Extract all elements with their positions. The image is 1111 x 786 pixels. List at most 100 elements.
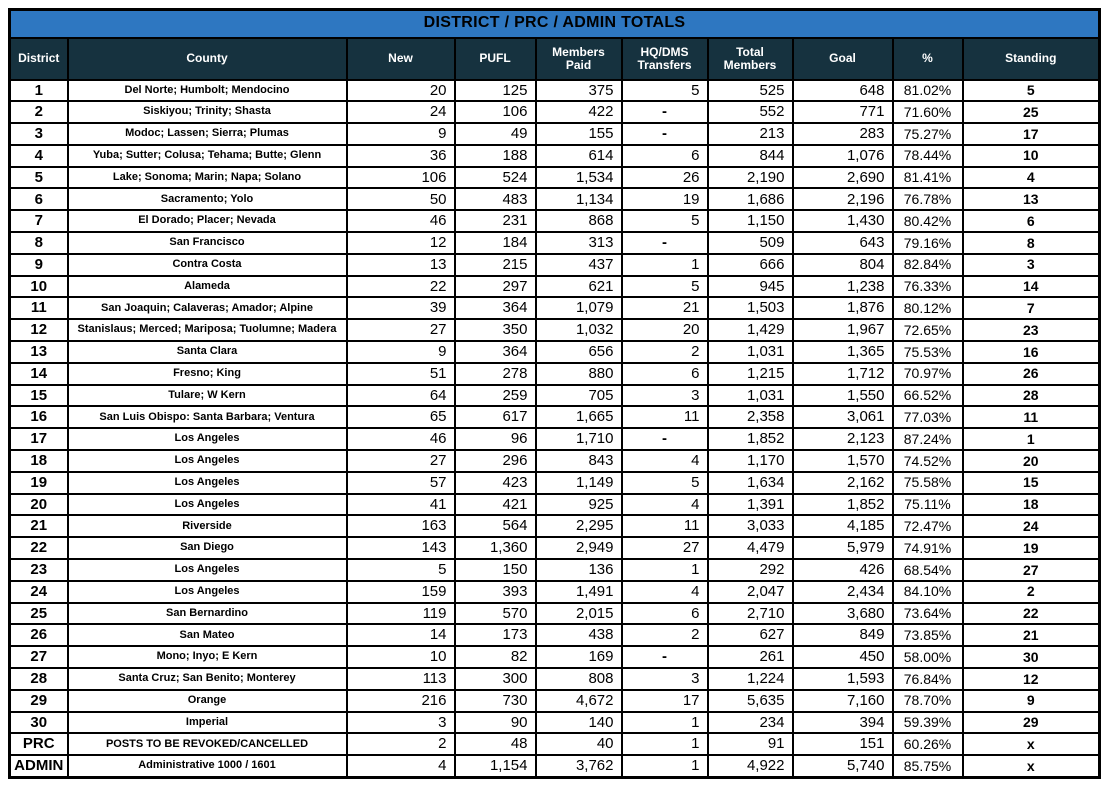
- standing-cell: x: [961, 732, 1101, 757]
- standing-cell: 22: [961, 601, 1101, 626]
- county-cell: Fresno; King: [66, 361, 348, 386]
- percent-cell: 75.11%: [891, 492, 964, 517]
- members-paid-cell: 808: [534, 667, 623, 691]
- goal-cell: 1,852: [791, 492, 894, 517]
- hq-dms-cell: -: [620, 645, 709, 670]
- goal-cell: 771: [791, 100, 894, 125]
- hq-dms-cell: 4: [620, 579, 709, 604]
- table-body: 1 Del Norte; Humbolt; Mendocino 20 125 3…: [8, 78, 1101, 778]
- standing-cell: 5: [961, 78, 1101, 103]
- goal-cell: 2,162: [791, 470, 894, 495]
- percent-cell: 75.27%: [891, 122, 964, 146]
- column-header-hq-dms-transfers: HQ/DMS Transfers: [620, 36, 709, 81]
- members-paid-cell: 438: [534, 623, 623, 648]
- total-members-cell: 261: [706, 645, 794, 670]
- total-members-cell: 525: [706, 78, 794, 103]
- pufl-cell: 421: [453, 492, 537, 517]
- district-cell: 22: [8, 536, 69, 561]
- hq-dms-cell: 1: [620, 558, 709, 582]
- members-paid-cell: 140: [534, 710, 623, 735]
- pufl-cell: 617: [453, 405, 537, 430]
- pufl-cell: 48: [453, 732, 537, 757]
- pufl-cell: 188: [453, 143, 537, 168]
- goal-cell: 2,196: [791, 187, 894, 212]
- hq-dms-cell: 19: [620, 187, 709, 212]
- new-cell: 119: [345, 601, 456, 626]
- percent-cell: 74.91%: [891, 536, 964, 561]
- district-cell: 2: [8, 100, 69, 125]
- members-paid-cell: 868: [534, 209, 623, 234]
- percent-cell: 80.42%: [891, 209, 964, 234]
- percent-cell: 81.02%: [891, 78, 964, 103]
- pufl-cell: 1,360: [453, 536, 537, 561]
- table-row: 6 Sacramento; Yolo 50 483 1,134 19 1,686…: [8, 187, 1101, 212]
- hq-dms-cell: 6: [620, 143, 709, 168]
- percent-cell: 84.10%: [891, 579, 964, 604]
- total-members-cell: 509: [706, 231, 794, 255]
- table-row: 8 San Francisco 12 184 313 - 509 643 79.…: [8, 231, 1101, 255]
- new-cell: 51: [345, 361, 456, 386]
- standing-cell: 7: [961, 296, 1101, 321]
- table-row: 3 Modoc; Lassen; Sierra; Plumas 9 49 155…: [8, 122, 1101, 146]
- table-row: 19 Los Angeles 57 423 1,149 5 1,634 2,16…: [8, 470, 1101, 495]
- percent-cell: 72.65%: [891, 318, 964, 343]
- table-row: 16 San Luis Obispo: Santa Barbara; Ventu…: [8, 405, 1101, 430]
- members-paid-cell: 1,491: [534, 579, 623, 604]
- hq-dms-cell: 2: [620, 623, 709, 648]
- district-cell: 19: [8, 470, 69, 495]
- total-members-cell: 945: [706, 274, 794, 299]
- pufl-cell: 173: [453, 623, 537, 648]
- standing-cell: 16: [961, 340, 1101, 364]
- new-cell: 163: [345, 514, 456, 539]
- percent-cell: 58.00%: [891, 645, 964, 670]
- district-cell: 13: [8, 340, 69, 364]
- county-cell: POSTS TO BE REVOKED/CANCELLED: [66, 732, 348, 757]
- total-members-cell: 1,170: [706, 449, 794, 473]
- table-row: ADMIN Administrative 1000 / 1601 4 1,154…: [8, 754, 1101, 778]
- hq-dms-cell: 1: [620, 710, 709, 735]
- district-cell: 7: [8, 209, 69, 234]
- standing-cell: 2: [961, 579, 1101, 604]
- percent-cell: 79.16%: [891, 231, 964, 255]
- goal-cell: 426: [791, 558, 894, 582]
- members-paid-cell: 4,672: [534, 688, 623, 713]
- column-header-county: County: [66, 36, 348, 81]
- standing-cell: x: [961, 754, 1101, 778]
- new-cell: 143: [345, 536, 456, 561]
- standing-cell: 23: [961, 318, 1101, 343]
- percent-cell: 76.84%: [891, 667, 964, 691]
- table-row: 15 Tulare; W Kern 64 259 705 3 1,031 1,5…: [8, 383, 1101, 408]
- new-cell: 4: [345, 754, 456, 778]
- pufl-cell: 524: [453, 165, 537, 190]
- hq-dms-cell: 3: [620, 667, 709, 691]
- members-paid-cell: 1,710: [534, 427, 623, 452]
- hq-dms-cell: 5: [620, 209, 709, 234]
- pufl-cell: 730: [453, 688, 537, 713]
- total-members-cell: 2,358: [706, 405, 794, 430]
- county-cell: Tulare; W Kern: [66, 383, 348, 408]
- pufl-cell: 570: [453, 601, 537, 626]
- goal-cell: 5,979: [791, 536, 894, 561]
- county-cell: Santa Cruz; San Benito; Monterey: [66, 667, 348, 691]
- county-cell: Los Angeles: [66, 470, 348, 495]
- table-row: 28 Santa Cruz; San Benito; Monterey 113 …: [8, 667, 1101, 691]
- table-row: 27 Mono; Inyo; E Kern 10 82 169 - 261 45…: [8, 645, 1101, 670]
- total-members-cell: 1,686: [706, 187, 794, 212]
- pufl-cell: 90: [453, 710, 537, 735]
- new-cell: 46: [345, 427, 456, 452]
- total-members-cell: 4,479: [706, 536, 794, 561]
- district-cell: 24: [8, 579, 69, 604]
- percent-cell: 66.52%: [891, 383, 964, 408]
- total-members-cell: 1,852: [706, 427, 794, 452]
- total-members-cell: 4,922: [706, 754, 794, 778]
- table-row: 26 San Mateo 14 173 438 2 627 849 73.85%…: [8, 623, 1101, 648]
- pufl-cell: 364: [453, 296, 537, 321]
- standing-cell: 9: [961, 688, 1101, 713]
- district-cell: 23: [8, 558, 69, 582]
- standing-cell: 15: [961, 470, 1101, 495]
- percent-cell: 81.41%: [891, 165, 964, 190]
- table-row: 14 Fresno; King 51 278 880 6 1,215 1,712…: [8, 361, 1101, 386]
- percent-cell: 70.97%: [891, 361, 964, 386]
- standing-cell: 18: [961, 492, 1101, 517]
- pufl-cell: 125: [453, 78, 537, 103]
